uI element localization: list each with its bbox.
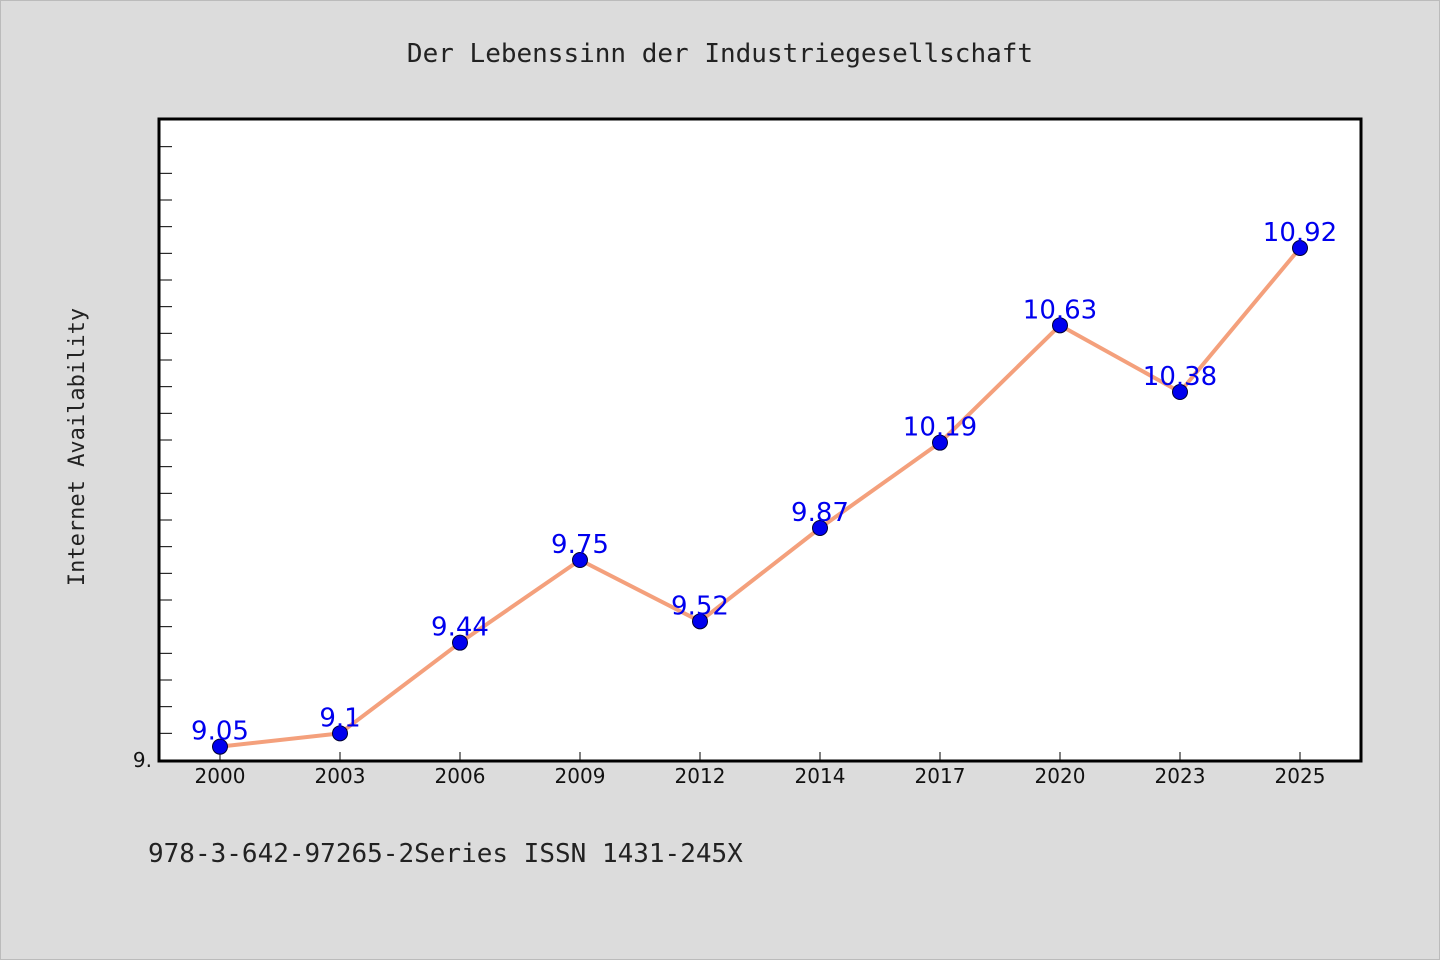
plot-area: [157, 117, 1363, 763]
y-axis-label: Internet Availability: [65, 308, 90, 586]
footer-text: 978-3-642-97265-2Series ISSN 1431-245X: [148, 839, 743, 869]
chart-title: Der Lebenssinn der Industriegesellschaft: [407, 39, 1033, 69]
x-tick-label: 2025: [1275, 764, 1326, 788]
data-point-marker: [692, 613, 708, 630]
x-tick-label: 2003: [315, 764, 366, 788]
x-tick-label: 2014: [795, 764, 846, 788]
data-point-marker: [572, 552, 588, 568]
x-axis-tick-labels: 2000 2003 2006 2009 2012 2014 2017 2020 2023 2025: [195, 764, 1326, 788]
data-label: 9.52: [671, 591, 729, 621]
data-point-marker: [332, 725, 348, 742]
x-tick-label: 2020: [1035, 764, 1086, 788]
data-labels: 9.05 9.1 9.44 9.75 9.52 9.87 10.19 10.63 10.38 10…: [191, 218, 1337, 747]
x-axis-ticks: [219, 752, 1301, 760]
x-tick-label: 2012: [675, 764, 726, 788]
data-label: 9.1: [319, 703, 360, 733]
y-tick-label: 9.: [133, 748, 152, 772]
data-point-marker: [1292, 240, 1308, 256]
data-point-marker: [1052, 317, 1068, 334]
data-label: 10.19: [903, 413, 977, 443]
data-label: 10.38: [1143, 362, 1217, 392]
x-tick-label: 2006: [435, 764, 486, 788]
x-tick-label: 2023: [1155, 764, 1206, 788]
data-label: 10.92: [1263, 218, 1337, 248]
data-label: 9.75: [551, 530, 609, 560]
x-tick-label: 2009: [555, 764, 606, 788]
series-markers: [212, 240, 1308, 755]
x-tick-label: 2017: [915, 764, 966, 788]
data-point-marker: [1172, 384, 1188, 400]
data-point-marker: [932, 434, 948, 451]
series-line: [219, 246, 1302, 749]
data-point-marker: [812, 520, 828, 536]
data-label: 10.63: [1023, 295, 1097, 325]
data-point-marker: [212, 738, 228, 755]
data-label: 9.87: [791, 498, 849, 528]
y-axis-ticks: [160, 146, 172, 734]
data-label: 9.44: [431, 613, 489, 643]
x-tick-label: 2000: [195, 764, 246, 788]
data-point-marker: [452, 634, 468, 651]
data-label: 9.05: [191, 717, 249, 747]
